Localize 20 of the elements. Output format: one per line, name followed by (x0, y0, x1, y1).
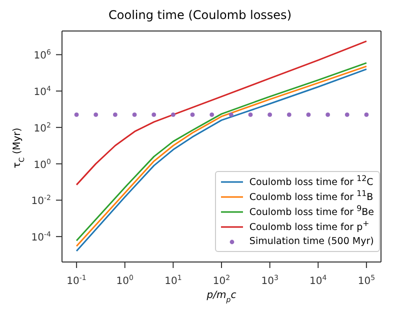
legend-label: Coulomb loss time for p$^{+}$ (249, 219, 370, 234)
chart-title: Cooling time (Coulomb losses) (108, 8, 292, 24)
legend-label: Coulomb loss time for $^{11}$B (249, 189, 374, 204)
legend-label: Coulomb loss time for $^{12}$C (249, 174, 374, 189)
x-tick-label: 10$^{0}$ (116, 274, 134, 287)
y-tick-label: 10$^{6}$ (34, 48, 52, 62)
x-tick-label: 10$^{-1}$ (66, 274, 86, 287)
x-tick-label: 10$^{4}$ (310, 274, 328, 287)
x-tick-label: 10$^{1}$ (164, 274, 182, 287)
y-tick-label: 10$^{-4}$ (31, 230, 52, 244)
x-tick-label: 10$^{5}$ (358, 274, 376, 287)
y-tick-label: 10$^{4}$ (34, 85, 52, 98)
y-tick-label: 10$^{-2}$ (31, 194, 51, 208)
y-tick-label: 10$^{0}$ (34, 158, 51, 171)
legend-label: Simulation time (500 Myr) (249, 236, 374, 247)
legend-label: Coulomb loss time for $^{9}$Be (249, 204, 374, 219)
y-tick-label: 10$^{2}$ (34, 121, 51, 134)
x-tick-label: 10$^{3}$ (261, 274, 278, 287)
x-tick-label: 10$^{2}$ (212, 274, 230, 287)
x-axis-title: p/m$_{p}$c (206, 290, 237, 304)
